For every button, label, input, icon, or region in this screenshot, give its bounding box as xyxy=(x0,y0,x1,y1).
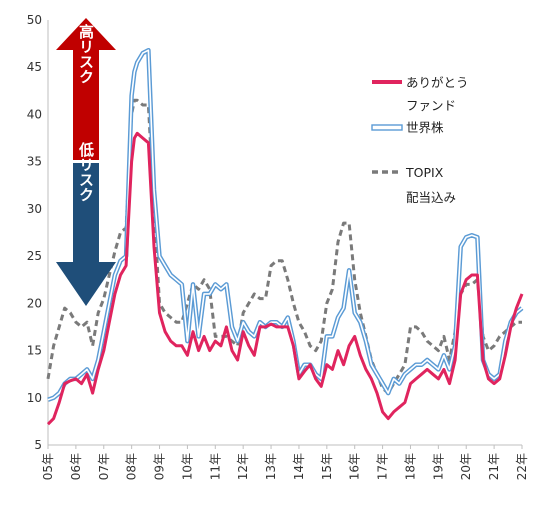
y-tick-label: 45 xyxy=(27,60,42,74)
series-layer xyxy=(46,47,524,426)
series-line-topix xyxy=(46,98,522,395)
x-tick-label: 10年 xyxy=(180,453,194,480)
x-tick-label: 12年 xyxy=(236,453,250,480)
x-tick-label: 11年 xyxy=(208,453,222,480)
y-tick-labels: 5 10 15 20 25 30 35 40 45 50 xyxy=(27,13,42,452)
x-tick-label: 16年 xyxy=(348,453,362,480)
x-tick-label: 18年 xyxy=(403,453,417,480)
x-tick-label: 21年 xyxy=(487,453,501,480)
x-tick-label: 13年 xyxy=(264,453,278,480)
low-risk-label: 低リスク xyxy=(77,141,95,202)
low-risk-arrow-shape xyxy=(56,163,116,306)
x-tick-labels: 05年 06年 07年 08年 09年 10年 11年 12年 13年 14年 15年 16年 17年 1… xyxy=(41,445,529,480)
low-risk-arrow: 低リスク xyxy=(56,141,116,306)
high-risk-arrow-shape xyxy=(56,18,116,160)
legend: ありがとう ファンド 世界株 TOPIX 配当込み xyxy=(371,75,469,205)
x-tick-label: 17年 xyxy=(376,453,390,480)
x-tick-label: 19年 xyxy=(431,453,445,480)
x-tick-label: 14年 xyxy=(292,453,306,480)
y-tick-label: 20 xyxy=(27,296,42,310)
legend-label-topix-2: 配当込み xyxy=(406,190,456,205)
y-tick-label: 10 xyxy=(27,391,42,405)
legend-swatch-world xyxy=(371,124,403,131)
x-tick-label: 15年 xyxy=(320,453,334,480)
y-tick-label: 15 xyxy=(27,344,42,358)
x-tick-label: 06年 xyxy=(69,453,83,480)
legend-label-world: 世界株 xyxy=(406,120,444,135)
x-tick-label: 09年 xyxy=(153,453,167,480)
y-tick-label: 30 xyxy=(27,202,42,216)
y-tick-label: 50 xyxy=(27,13,42,27)
y-tick-label: 5 xyxy=(34,438,42,452)
legend-label-arigato-1: ありがとう xyxy=(406,75,469,90)
x-tick-label: 20年 xyxy=(459,453,473,480)
high-risk-arrow: 高リスク xyxy=(56,18,116,160)
x-tick-label: 08年 xyxy=(125,453,139,480)
x-tick-label: 05年 xyxy=(41,453,55,480)
legend-label-topix-1: TOPIX xyxy=(405,165,444,180)
series-line-arigato xyxy=(46,131,524,426)
x-tick-label: 07年 xyxy=(97,453,111,480)
y-tick-label: 40 xyxy=(27,107,42,121)
y-tick-label: 35 xyxy=(27,155,42,169)
legend-label-arigato-2: ファンド xyxy=(406,98,456,113)
high-risk-label: 高リスク xyxy=(77,23,95,84)
x-tick-label: 22年 xyxy=(515,453,529,480)
y-tick-label: 25 xyxy=(27,249,42,263)
